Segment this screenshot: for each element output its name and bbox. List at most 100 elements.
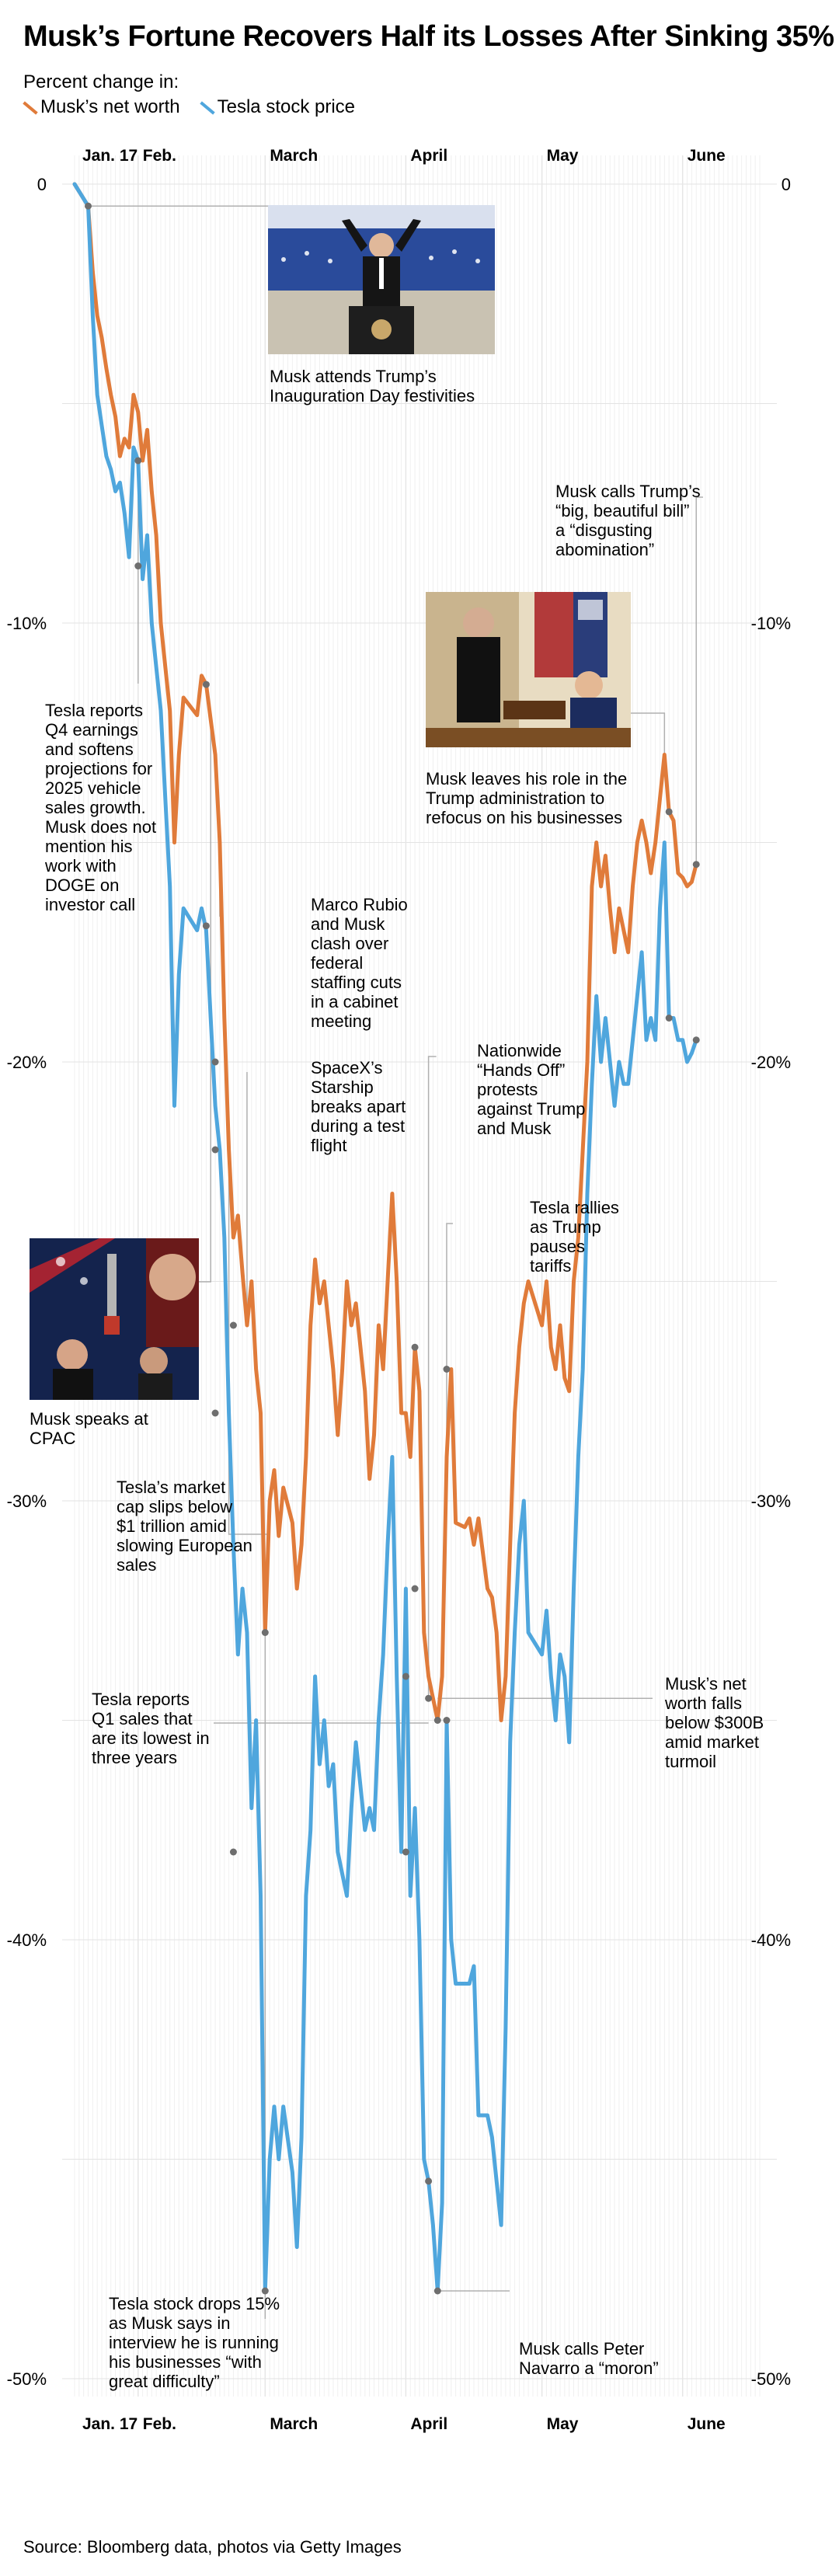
legend-label-networth: Musk’s net worth xyxy=(40,96,180,117)
legend: Musk’s net worth Tesla stock price xyxy=(23,96,355,118)
event-marker xyxy=(229,1321,237,1329)
series-line-networth xyxy=(72,182,698,1722)
event-marker xyxy=(433,1717,441,1724)
annotation-leaves-admin-line: refocus on his businesses xyxy=(426,808,622,827)
annotation-rubio-line: meeting xyxy=(311,1011,371,1031)
annotation-rubio-line: in a cabinet xyxy=(311,992,399,1011)
annotation-navarro-line: Musk calls Peter xyxy=(519,2339,644,2358)
series-line-tesla xyxy=(72,182,698,2293)
annotation-tesla-15-line: interview he is running xyxy=(109,2333,279,2352)
annotation-hands-off-line: Nationwide xyxy=(477,1041,562,1060)
annotation-market-cap-line: sales xyxy=(117,1555,156,1575)
annotation-300b-line: amid market xyxy=(665,1732,759,1752)
x-tick-label-bottom: May xyxy=(547,2415,579,2433)
annotation-market-cap-line: $1 trillion amid xyxy=(117,1516,227,1536)
annotation-market-cap-line: slowing European xyxy=(117,1536,252,1555)
annotation-q4-earnings-line: work with xyxy=(44,856,117,875)
leader-leaves-admin xyxy=(631,712,666,755)
annotation-q4-earnings-line: 2025 vehicle xyxy=(45,778,141,798)
annotation-inauguration-line: Inauguration Day festivities xyxy=(270,386,475,406)
annotation-market-cap-line: cap slips below xyxy=(117,1497,232,1516)
y-tick-label-left: 0 xyxy=(37,175,47,194)
x-tick-label-top: March xyxy=(270,147,318,165)
event-marker xyxy=(202,681,210,688)
leader-cpac xyxy=(199,719,211,1283)
legend-item-networth: Musk’s net worth xyxy=(23,96,180,118)
annotation-spacex-line: flight xyxy=(311,1136,346,1155)
cpac-photo-art xyxy=(30,1238,199,1400)
event-marker xyxy=(202,922,210,930)
annotation-big-bill-line: abomination” xyxy=(555,540,654,559)
annotation-cpac-line: Musk speaks at xyxy=(30,1409,148,1429)
annotation-tesla-15-line: his businesses “with xyxy=(109,2352,262,2372)
event-marker xyxy=(402,1848,409,1856)
leader-hands-off xyxy=(427,1056,437,1699)
annotation-hands-off-line: protests xyxy=(477,1080,538,1099)
annotation-q4-earnings-line: Q4 earnings xyxy=(45,720,138,740)
annotation-q4-earnings-line: investor call xyxy=(45,895,135,914)
annotation-spacex-line: Starship xyxy=(311,1077,374,1097)
oval-office-photo-art xyxy=(426,592,631,747)
annotation-big-bill-line: a “disgusting xyxy=(555,520,653,540)
annotation-spacex-line: breaks apart xyxy=(311,1097,406,1116)
annotation-leaves-admin-line: Musk leaves his role in the xyxy=(426,769,627,788)
event-marker xyxy=(692,861,700,869)
event-marker xyxy=(665,1015,673,1022)
y-tick-label-left: -10% xyxy=(7,614,47,633)
annotation-leaves-admin-line: Trump administration to xyxy=(426,788,604,808)
annotation-big-bill-line: Musk calls Trump’s xyxy=(555,482,701,501)
event-marker xyxy=(134,562,142,570)
oval-office-photo xyxy=(426,592,631,747)
annotation-q1-sales-line: are its lowest in xyxy=(92,1728,210,1748)
x-tick-label-bottom: April xyxy=(410,2415,447,2433)
event-marker xyxy=(411,1585,419,1593)
legend-label-tesla: Tesla stock price xyxy=(217,96,356,117)
y-tick-label-left: -40% xyxy=(7,1930,47,1950)
annotation-tariffs-line: as Trump xyxy=(530,1217,601,1237)
x-tick-label-top: May xyxy=(547,147,579,165)
event-marker xyxy=(261,2287,269,2295)
event-marker xyxy=(433,2287,441,2295)
annotation-rubio-line: federal xyxy=(311,953,363,973)
annotation-q4-earnings-line: projections for xyxy=(45,759,152,778)
leader-big-bill xyxy=(695,496,703,865)
annotation-tariffs-line: Tesla rallies xyxy=(530,1198,619,1217)
event-marker xyxy=(443,1366,451,1373)
event-marker xyxy=(425,1694,433,1702)
event-marker xyxy=(402,1673,409,1680)
annotation-cpac-line: CPAC xyxy=(30,1429,76,1448)
annotation-spacex-line: SpaceX’s xyxy=(311,1058,383,1077)
annotation-market-cap-line: Tesla’s market xyxy=(117,1478,225,1497)
x-tick-label-bottom: March xyxy=(270,2415,318,2433)
x-tick-label-bottom: June xyxy=(688,2415,726,2433)
annotation-q1-sales-line: Q1 sales that xyxy=(92,1709,193,1728)
annotation-navarro-line: Navarro a “moron” xyxy=(519,2358,659,2378)
annotation-tesla-15-line: Tesla stock drops 15% xyxy=(109,2294,280,2313)
annotation-q4-earnings-line: and softens xyxy=(45,740,134,759)
event-marker xyxy=(425,2177,433,2185)
annotation-hands-off-line: against Trump xyxy=(477,1099,585,1119)
annotation-tariffs-line: tariffs xyxy=(530,1256,571,1276)
event-marker xyxy=(211,1146,219,1154)
annotation-300b-line: turmoil xyxy=(665,1752,716,1771)
y-tick-label-right: -50% xyxy=(751,2369,791,2389)
leader-tariffs xyxy=(446,1223,453,1457)
event-marker xyxy=(85,202,92,210)
y-tick-label-left: -50% xyxy=(7,2369,47,2389)
legend-item-tesla: Tesla stock price xyxy=(200,96,355,118)
inauguration-photo xyxy=(268,205,495,354)
annotation-hands-off-line: “Hands Off” xyxy=(477,1060,565,1080)
event-marker xyxy=(443,1717,451,1724)
y-tick-label-right: 0 xyxy=(782,175,791,194)
annotation-300b-line: worth falls xyxy=(664,1694,742,1713)
annotation-300b-line: below $300B xyxy=(665,1713,764,1732)
annotation-big-bill-line: “big, beautiful bill” xyxy=(555,501,689,520)
y-tick-label-left: -30% xyxy=(7,1492,47,1511)
annotation-rubio-line: staffing cuts xyxy=(311,973,402,992)
annotation-tariffs-line: pauses xyxy=(530,1237,585,1256)
annotation-rubio-line: clash over xyxy=(311,934,388,953)
y-tick-label-right: -10% xyxy=(751,614,791,633)
event-marker xyxy=(134,457,142,465)
annotation-hands-off-line: and Musk xyxy=(477,1119,552,1138)
event-marker xyxy=(665,808,673,816)
